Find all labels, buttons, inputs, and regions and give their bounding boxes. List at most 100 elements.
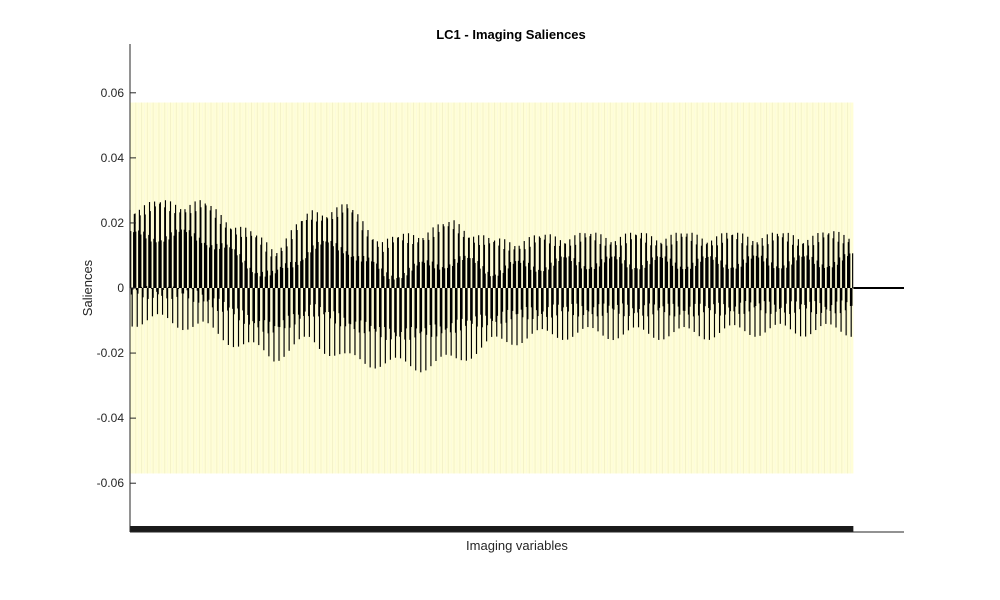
salience-bar bbox=[713, 288, 715, 305]
salience-bar bbox=[689, 288, 691, 307]
salience-bar bbox=[512, 263, 514, 288]
salience-bar bbox=[595, 232, 597, 288]
x-axis-label: Imaging variables bbox=[466, 538, 568, 553]
salience-bar bbox=[802, 243, 804, 288]
salience-bar bbox=[682, 269, 684, 288]
salience-bar bbox=[505, 288, 507, 323]
salience-bar bbox=[354, 288, 356, 356]
salience-bar bbox=[208, 247, 211, 288]
salience-bar bbox=[303, 288, 305, 337]
salience-bar bbox=[476, 288, 478, 327]
salience-bar bbox=[174, 213, 176, 288]
salience-bar bbox=[411, 270, 413, 288]
salience-bar bbox=[794, 288, 797, 334]
salience-bar bbox=[521, 288, 523, 343]
salience-bar bbox=[431, 261, 433, 288]
salience-bar bbox=[206, 288, 208, 302]
salience-bar bbox=[490, 288, 492, 319]
salience-bar bbox=[190, 213, 192, 288]
salience-bar bbox=[663, 288, 666, 313]
salience-bar bbox=[321, 215, 323, 288]
salience-bar bbox=[221, 243, 223, 288]
salience-bar bbox=[752, 241, 754, 288]
salience-bar bbox=[692, 288, 695, 317]
salience-bar bbox=[631, 269, 633, 288]
salience-bar bbox=[316, 221, 318, 288]
salience-bar bbox=[491, 288, 493, 321]
salience-bar bbox=[291, 239, 293, 288]
salience-bar bbox=[570, 261, 572, 288]
salience-bar bbox=[256, 272, 258, 288]
salience-bar bbox=[444, 288, 446, 330]
salience-bar bbox=[478, 244, 480, 288]
salience-bar bbox=[651, 257, 653, 288]
salience-bar bbox=[347, 208, 349, 288]
salience-bar bbox=[470, 288, 472, 321]
salience-bar bbox=[402, 233, 405, 288]
salience-bar bbox=[831, 267, 833, 288]
salience-bar bbox=[667, 288, 669, 304]
salience-bar bbox=[414, 288, 416, 338]
salience-bar bbox=[161, 288, 163, 296]
salience-bar bbox=[295, 261, 297, 288]
salience-bar bbox=[742, 259, 744, 288]
salience-bar bbox=[762, 245, 764, 288]
salience-bar bbox=[753, 288, 755, 308]
salience-bar bbox=[283, 288, 285, 357]
salience-bar bbox=[789, 288, 791, 315]
salience-bar bbox=[633, 288, 635, 314]
salience-bar bbox=[601, 259, 603, 288]
salience-bar bbox=[195, 240, 198, 288]
salience-bar bbox=[292, 267, 294, 288]
salience-bar bbox=[757, 244, 759, 288]
salience-bar bbox=[295, 224, 297, 288]
salience-bar bbox=[607, 288, 609, 339]
salience-bar bbox=[666, 245, 668, 288]
salience-bar bbox=[781, 268, 783, 288]
salience-bar bbox=[404, 288, 406, 340]
salience-bar bbox=[132, 288, 134, 290]
salience-bar bbox=[577, 288, 579, 333]
salience-bar bbox=[401, 278, 403, 288]
salience-bar bbox=[539, 237, 541, 288]
salience-bar bbox=[257, 288, 259, 328]
salience-bar bbox=[728, 288, 730, 308]
salience-bar bbox=[284, 288, 286, 329]
salience-bar bbox=[555, 258, 557, 288]
salience-bar bbox=[640, 238, 642, 288]
salience-bar bbox=[146, 286, 148, 288]
salience-bar bbox=[638, 288, 640, 310]
salience-bar bbox=[826, 267, 828, 288]
salience-bar bbox=[426, 260, 428, 288]
salience-bar bbox=[763, 288, 765, 302]
salience-bar bbox=[302, 259, 304, 288]
salience-bar bbox=[537, 288, 539, 317]
salience-bar bbox=[568, 256, 570, 288]
salience-bar bbox=[325, 241, 327, 288]
salience-bar bbox=[415, 288, 417, 371]
salience-bar bbox=[365, 288, 367, 322]
salience-bar bbox=[342, 253, 344, 288]
salience-bar bbox=[419, 288, 421, 334]
salience-bar bbox=[138, 209, 140, 288]
salience-bar bbox=[681, 236, 683, 288]
salience-bar bbox=[711, 245, 713, 288]
salience-bar bbox=[202, 288, 204, 322]
salience-bar bbox=[550, 262, 552, 288]
salience-bar bbox=[598, 266, 601, 288]
salience-bar bbox=[224, 247, 226, 288]
salience-bar bbox=[449, 264, 451, 288]
salience-bar bbox=[322, 240, 324, 288]
salience-bar bbox=[678, 288, 680, 329]
salience-bar bbox=[235, 227, 237, 288]
salience-bar bbox=[135, 288, 138, 291]
chart-title: LC1 - Imaging Saliences bbox=[436, 27, 586, 42]
salience-bar bbox=[541, 288, 543, 330]
salience-bar bbox=[141, 288, 143, 325]
salience-bar bbox=[223, 288, 225, 302]
salience-bar bbox=[660, 242, 662, 288]
salience-bar bbox=[540, 270, 542, 288]
salience-bar bbox=[715, 257, 717, 288]
salience-bar bbox=[589, 236, 591, 288]
salience-bar bbox=[436, 288, 438, 337]
